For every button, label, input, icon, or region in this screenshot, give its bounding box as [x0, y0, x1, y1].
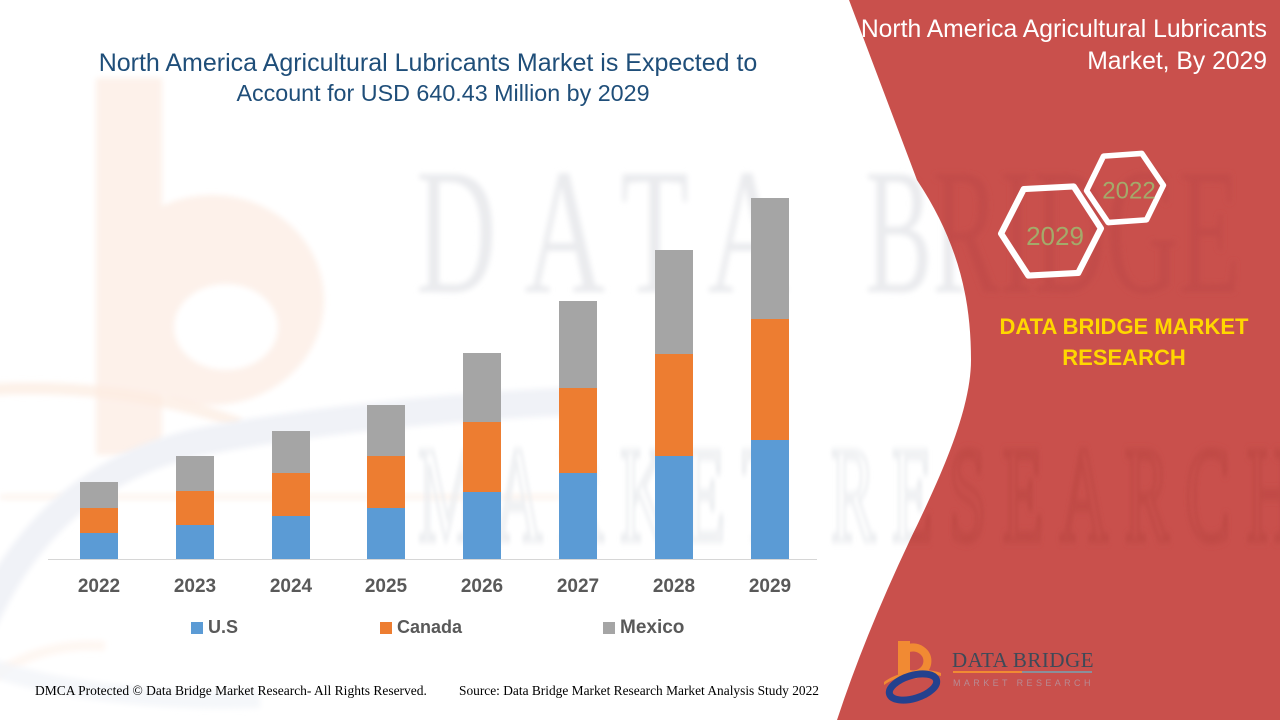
- svg-text:2022: 2022: [1102, 178, 1155, 205]
- svg-text:DATA BRIDGE: DATA BRIDGE: [952, 648, 1094, 672]
- svg-text:MARKET RESEARCH: MARKET RESEARCH: [953, 678, 1094, 688]
- svg-text:DATA: DATA: [416, 133, 816, 331]
- svg-text:2029: 2029: [1026, 221, 1084, 251]
